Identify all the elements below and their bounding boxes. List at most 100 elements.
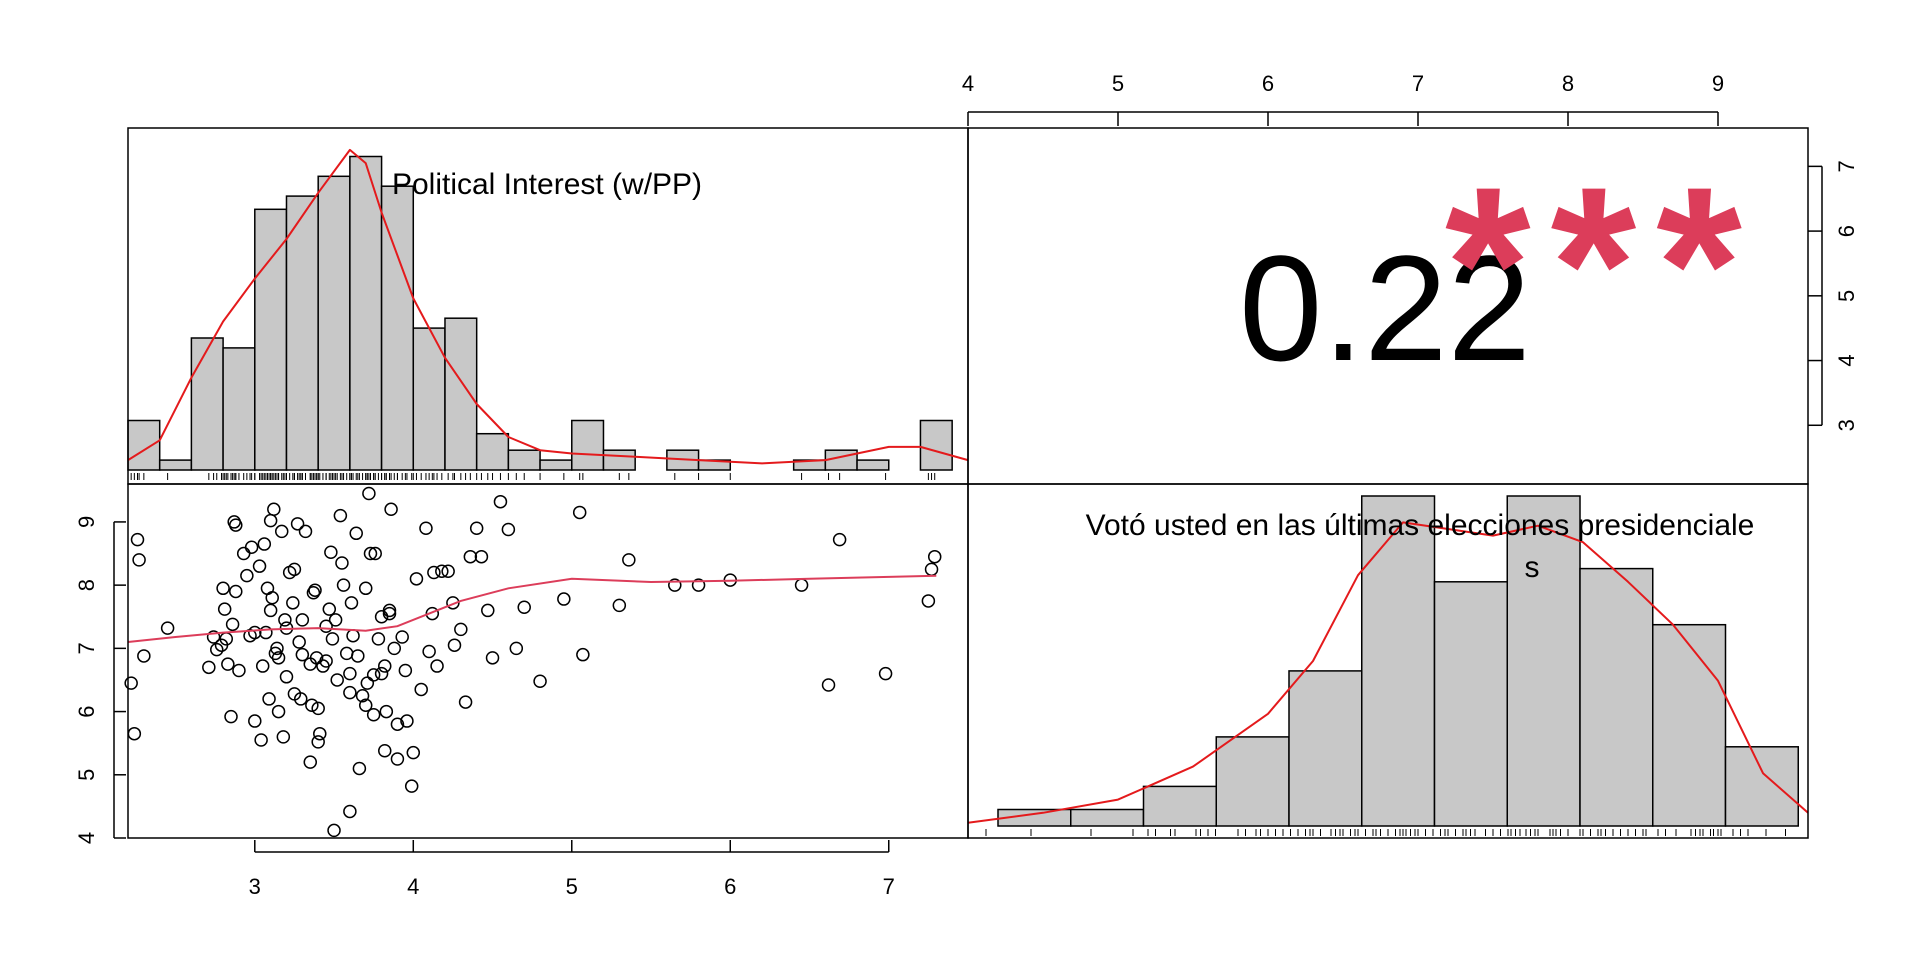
correlation-value: 0.22 [1239, 224, 1531, 392]
histogram-bar [571, 419, 605, 471]
scatter-point [319, 619, 333, 633]
scatter-point [271, 651, 286, 665]
scatter-point [325, 632, 340, 646]
right-tick-label: 3 [1834, 419, 1859, 431]
scatter-point [668, 578, 682, 592]
scatter-point [327, 823, 341, 838]
scatter-point [271, 704, 286, 719]
scatter-point [306, 585, 321, 600]
histogram-bar [602, 449, 636, 471]
histogram-bar [1724, 746, 1799, 827]
scatter-point [137, 649, 151, 663]
histogram-bar [1433, 581, 1508, 827]
histogram-bar [317, 175, 351, 471]
scatter-point [225, 617, 240, 632]
scatter-point [469, 521, 484, 535]
scatter-point [832, 532, 847, 547]
scatter-point [248, 625, 262, 640]
scatter-point [339, 646, 354, 661]
histogram-bar [475, 432, 510, 471]
scatter-point [287, 687, 302, 701]
scatter-point [414, 682, 428, 697]
scatter-point [232, 663, 246, 678]
scatter-point [305, 698, 319, 712]
histogram-bar [919, 419, 953, 471]
scatter-point [533, 674, 547, 688]
scatter-point [368, 546, 382, 561]
scatter-point [295, 647, 310, 662]
scatter-point [425, 606, 440, 621]
scatter-point [474, 549, 489, 564]
scatter-point [430, 659, 444, 673]
histogram-bar [349, 155, 383, 471]
scatter-point [240, 568, 254, 583]
title-var2-line1: Votó usted en las últimas elecciones pre… [1086, 509, 1755, 542]
scatter-point [319, 654, 333, 668]
scatter-point [349, 526, 363, 541]
right-tick-label: 4 [1834, 354, 1859, 366]
scatter-point [336, 578, 351, 592]
top-tick-label: 9 [1712, 71, 1724, 96]
histogram-bar [507, 449, 541, 471]
scatter-point [355, 689, 370, 703]
scatter-point [270, 641, 284, 656]
left-tick-label: 9 [74, 516, 99, 528]
scatter-point [384, 502, 398, 517]
scatter-point [333, 508, 348, 523]
scatter-point [458, 695, 473, 709]
scatter-point [419, 521, 433, 535]
scatter-point [351, 649, 365, 663]
scatter-point [292, 635, 306, 649]
scatter-point [346, 628, 360, 643]
scatter-point [263, 513, 278, 528]
scatter-point [921, 594, 936, 608]
left-tick-label: 4 [74, 832, 99, 844]
scatter-point [308, 583, 322, 597]
scatter-point [265, 591, 279, 605]
scatter-point [390, 752, 405, 766]
scatter-point [378, 659, 392, 673]
scatter-point [927, 549, 942, 564]
scatter-point [286, 596, 300, 610]
scatter-point [324, 545, 338, 560]
histogram-bar [1506, 495, 1581, 827]
top-tick-label: 5 [1112, 71, 1124, 96]
smooth-line [127, 574, 937, 643]
scatter-point [311, 701, 325, 716]
scatter-point [447, 638, 462, 652]
scatter-point [379, 704, 394, 719]
scatter-point [622, 553, 636, 567]
scatter-point [160, 621, 175, 635]
scatter-point [313, 726, 327, 741]
scatter-point [229, 518, 243, 532]
bottom-tick-label: 3 [249, 874, 261, 899]
histogram-bar [1579, 567, 1654, 827]
scatter-point [202, 660, 216, 675]
scatter-point [378, 744, 392, 758]
significance-stars: *** [1445, 141, 1762, 387]
histogram-bar [222, 347, 256, 471]
scatter-point [210, 642, 224, 657]
density-line-var2 [967, 521, 1809, 824]
scatter-point [481, 603, 495, 618]
scatter-point [255, 659, 270, 673]
scatter-point [398, 663, 413, 678]
scatter-point [221, 657, 235, 671]
scatter-point [262, 692, 276, 706]
right-tick-label: 7 [1834, 160, 1859, 172]
scatter-point [404, 779, 419, 793]
scatter-point [311, 735, 325, 749]
panel-frame [967, 483, 1809, 839]
scatter-point [358, 581, 373, 596]
scatter-point [572, 505, 587, 520]
scatter-point [366, 707, 381, 722]
left-tick-label: 6 [74, 705, 99, 717]
scatter-point [290, 517, 305, 531]
scatter-point [236, 546, 251, 561]
scatter-point [287, 562, 302, 577]
scatter-point [501, 522, 516, 537]
scatter-point [263, 603, 278, 618]
scatter-point [360, 676, 375, 690]
scatter-point [422, 644, 436, 659]
scatter-point [217, 602, 232, 616]
